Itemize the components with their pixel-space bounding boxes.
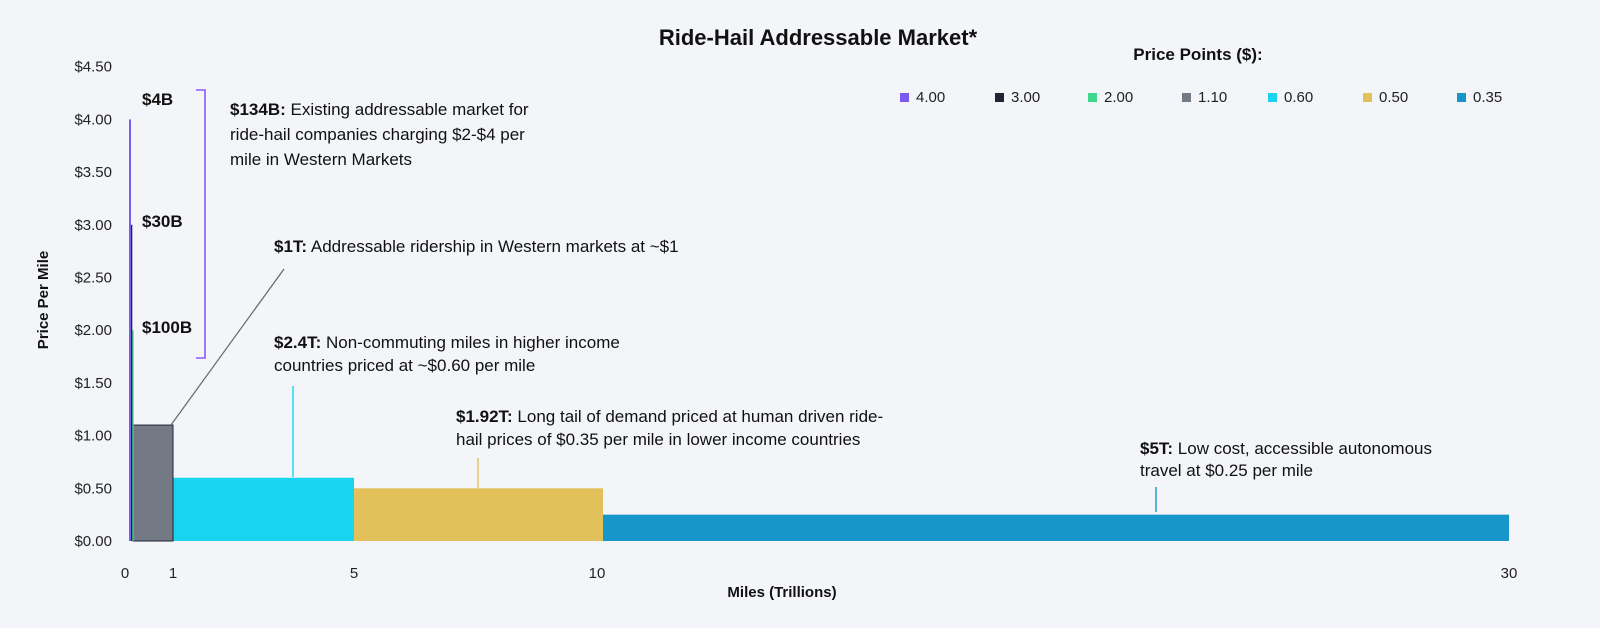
y-tick-label: $4.50	[74, 59, 112, 76]
annotation-5t: $5T: Low cost, accessible autonomous	[1140, 439, 1432, 458]
bar-0-35	[603, 514, 1509, 541]
x-axis-ticks: 0 1 5 10 30	[121, 565, 1518, 582]
legend: 4.00 3.00 2.00 1.10 0.60 0.50 0.35	[900, 89, 1502, 106]
annotation-134b-line3: mile in Western Markets	[230, 150, 412, 169]
annotation-1-92t: $1.92T: Long tail of demand priced at hu…	[456, 407, 883, 426]
y-axis-ticks: $0.00 $0.50 $1.00 $1.50 $2.00 $2.50 $3.00 $3.50…	[74, 59, 112, 550]
y-tick-label: $2.50	[74, 270, 112, 287]
bar-4-00	[129, 119, 131, 542]
legend-label: 0.35	[1473, 89, 1502, 106]
x-tick-label: 5	[350, 565, 358, 582]
x-tick-label: 1	[169, 565, 177, 582]
x-tick-label: 10	[589, 565, 606, 582]
bar-1-10	[132, 424, 174, 542]
y-tick-label: $1.50	[74, 375, 112, 392]
bar-0-60	[173, 477, 354, 541]
legend-swatch	[995, 93, 1004, 102]
annotation-1-92t-line1: Long tail of demand priced at human driv…	[513, 407, 883, 426]
y-tick-label: $3.00	[74, 217, 112, 234]
annotation-5t-line1: Low cost, accessible autonomous	[1173, 439, 1432, 458]
legend-swatch	[1363, 93, 1372, 102]
annotation-5t-bold: $5T:	[1140, 439, 1173, 458]
y-tick-label: $2.00	[74, 322, 112, 339]
legend-swatch	[1088, 93, 1097, 102]
bar-0-50	[354, 488, 603, 541]
bars	[129, 119, 1509, 542]
y-tick-label: $3.50	[74, 164, 112, 181]
bar-2-00	[131, 330, 134, 541]
legend-swatch	[1182, 93, 1191, 102]
legend-label: 1.10	[1198, 89, 1227, 106]
leader-1t	[170, 268, 285, 426]
x-tick-label: 30	[1501, 565, 1518, 582]
bar-3-00	[130, 224, 133, 542]
y-axis-title: Price Per Mile	[35, 251, 52, 349]
chart-title: Ride-Hail Addressable Market*	[659, 25, 978, 50]
legend-label: 0.60	[1284, 89, 1313, 106]
value-label-100b: $100B	[142, 318, 192, 337]
value-label-4b: $4B	[142, 90, 173, 109]
legend-swatch	[1268, 93, 1277, 102]
annotation-1-92t-bold: $1.92T:	[456, 407, 513, 426]
legend-swatch	[900, 93, 909, 102]
annotation-134b: $134B: Existing addressable market for	[230, 100, 529, 119]
legend-title: Price Points ($):	[1133, 45, 1262, 64]
y-tick-label: $4.00	[74, 111, 112, 128]
annotation-1t-line1: Addressable ridership in Western markets…	[307, 237, 679, 256]
annotation-1t: $1T: Addressable ridership in Western ma…	[274, 237, 679, 256]
x-axis-title: Miles (Trillions)	[727, 584, 836, 601]
x-tick-label: 0	[121, 565, 129, 582]
annotation-5t-line2: travel at $0.25 per mile	[1140, 461, 1313, 480]
legend-label: 3.00	[1011, 89, 1040, 106]
legend-label: 0.50	[1379, 89, 1408, 106]
legend-label: 4.00	[916, 89, 945, 106]
annotation-2-4t-line1: Non-commuting miles in higher income	[321, 333, 620, 352]
annotation-2-4t: $2.4T: Non-commuting miles in higher inc…	[274, 333, 620, 352]
y-tick-label: $0.50	[74, 480, 112, 497]
annotation-134b-line2: ride-hail companies charging $2-$4 per	[230, 125, 525, 144]
y-tick-label: $1.00	[74, 428, 112, 445]
annotation-134b-line1: Existing addressable market for	[286, 100, 529, 119]
annotation-1-92t-line2: hail prices of $0.35 per mile in lower i…	[456, 430, 860, 449]
bracket-134b	[196, 89, 206, 359]
y-tick-label: $0.00	[74, 533, 112, 550]
annotation-2-4t-bold: $2.4T:	[274, 333, 321, 352]
legend-swatch	[1457, 93, 1466, 102]
legend-label: 2.00	[1104, 89, 1133, 106]
annotation-1t-bold: $1T:	[274, 237, 307, 256]
annotation-134b-bold: $134B:	[230, 100, 286, 119]
annotation-2-4t-line2: countries priced at ~$0.60 per mile	[274, 356, 535, 375]
value-label-30b: $30B	[142, 212, 183, 231]
